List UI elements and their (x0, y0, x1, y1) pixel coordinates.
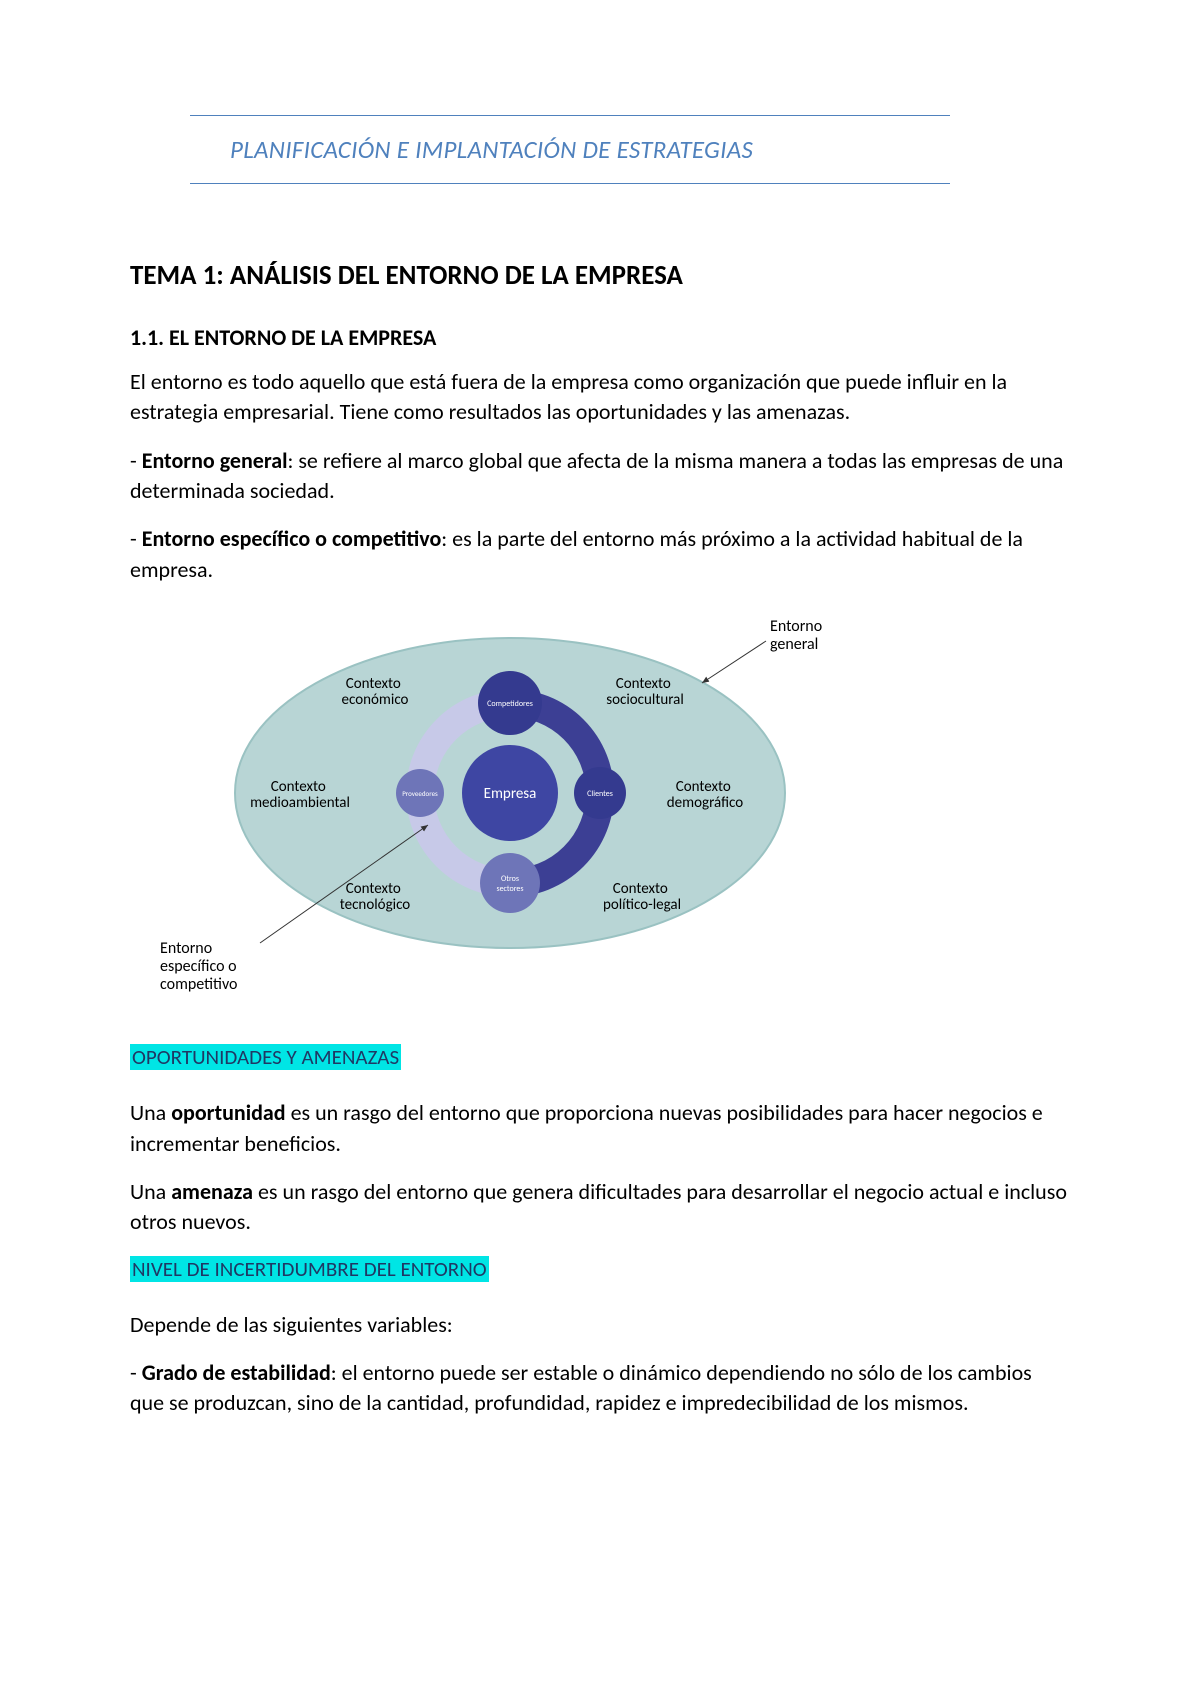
label-tecnologico: Contexto tecnológico (340, 880, 411, 914)
grado-estabilidad-bold: Grado de estabilidad (142, 1359, 331, 1386)
callout-general: Entorno general (770, 617, 826, 654)
header-title: PLANIFICACIÓN E IMPLANTACIÓN DE ESTRATEG… (130, 116, 1070, 183)
oportunidad-pre: Una (130, 1099, 171, 1126)
node-proveedores-label: Proveedores (402, 789, 438, 798)
amenaza-paragraph: Una amenaza es un rasgo del entorno que … (130, 1177, 1070, 1238)
nivel-heading: NIVEL DE INCERTIDUMBRE DEL ENTORNO (130, 1256, 489, 1282)
grado-estabilidad-bullet: - Grado de estabilidad: el entorno puede… (130, 1358, 1070, 1419)
entorno-especifico-bullet: - Entorno específico o competitivo: es l… (130, 524, 1070, 585)
entorno-especifico-bold: Entorno específico o competitivo (142, 525, 442, 552)
section-1-1-intro: El entorno es todo aquello que está fuer… (130, 367, 1070, 428)
label-politico: Contexto político-legal (603, 880, 681, 914)
node-competidores-label: Competidores (487, 699, 533, 709)
oportunidad-bold: oportunidad (171, 1099, 285, 1126)
document-header: PLANIFICACIÓN E IMPLANTACIÓN DE ESTRATEG… (130, 115, 1070, 184)
nivel-intro: Depende de las siguientes variables: (130, 1310, 1070, 1340)
node-otros-label-1: Otros (501, 874, 519, 884)
entorno-diagram: Empresa Competidores Clientes Otros sect… (130, 603, 870, 1008)
amenaza-post: es un rasgo del entorno que genera dific… (130, 1178, 1067, 1235)
diagram-svg: Empresa Competidores Clientes Otros sect… (130, 603, 870, 1003)
entorno-general-bullet: - Entorno general: se refiere al marco g… (130, 446, 1070, 507)
callout-especifico: Entorno específico o competitivo (160, 939, 240, 994)
tema-heading: TEMA 1: ANÁLISIS DEL ENTORNO DE LA EMPRE… (130, 259, 1070, 292)
amenaza-bold: amenaza (171, 1178, 253, 1205)
header-rule-bottom (190, 183, 950, 184)
label-demografico: Contexto demográfico (667, 778, 743, 812)
node-clientes-label: Clientes (587, 789, 613, 799)
oportunidades-heading: OPORTUNIDADES Y AMENAZAS (130, 1044, 401, 1070)
amenaza-pre: Una (130, 1178, 171, 1205)
section-1-1-heading: 1.1. EL ENTORNO DE LA EMPRESA (130, 324, 1070, 351)
label-sociocultural: Contexto sociocultural (606, 675, 684, 709)
node-empresa-label: Empresa (484, 785, 537, 803)
node-otros-label-2: sectores (496, 884, 523, 894)
entorno-general-bold: Entorno general (142, 447, 288, 474)
oportunidad-paragraph: Una oportunidad es un rasgo del entorno … (130, 1098, 1070, 1159)
label-economico: Contexto económico (342, 675, 409, 709)
